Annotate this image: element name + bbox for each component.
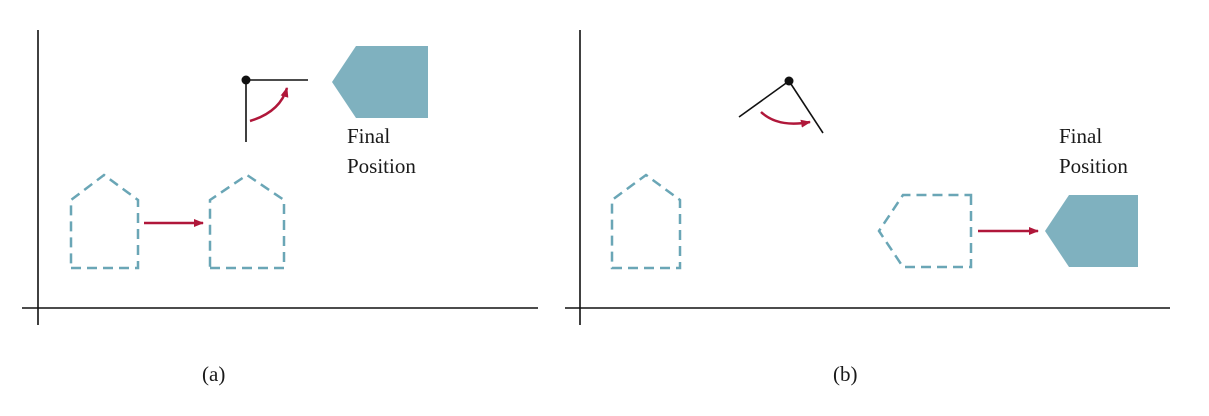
panel-b-final-label-line1: Final [1059,124,1102,148]
panel-a-rotation-arrow [249,87,289,123]
panel-b-rotated-shape [877,193,973,269]
panel-a-caption: (a) [202,362,225,386]
panel-b-caption: (b) [833,362,858,386]
panel-a-pivot-point [241,75,251,85]
panel-b-pivot-point [784,76,794,86]
panel-a-final-label-line2: Position [347,154,416,178]
panel-a-rotation-indicator [241,75,308,142]
panel-b-final-label-line2: Position [1059,154,1128,178]
panel-b-rotation-arrow [760,111,811,128]
panel-b: Final Position (b) [565,30,1170,386]
panel-a-final-shape [332,46,428,118]
panel-b-final-shape [1045,195,1138,267]
panel-a-translated-shape [208,173,286,270]
panel-a: Final Position (a) [22,30,538,386]
panel-a-final-label-line1: Final [347,124,390,148]
panel-a-original-shape [69,173,140,270]
panel-b-rotation-indicator [738,76,824,134]
panel-b-original-shape [610,173,682,270]
